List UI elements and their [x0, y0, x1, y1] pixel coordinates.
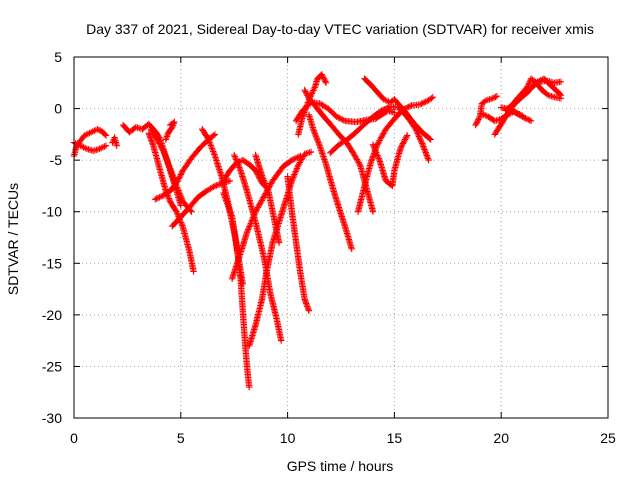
series-arc-03: [109, 134, 120, 149]
plot-frame: [73, 56, 609, 419]
y-tick-label: -20: [42, 307, 62, 323]
series-marks: [498, 104, 526, 119]
series-marks: [162, 118, 178, 143]
y-tick-label: 5: [54, 49, 62, 65]
series-marks: [510, 75, 565, 106]
series-arc-07: [162, 118, 178, 143]
y-tick-label: 0: [54, 101, 62, 117]
axis-ticks: 0 5 10 15 20 25 -30 -25 -20 -15 -10 -5 0 5: [42, 49, 616, 446]
x-axis-label: GPS time / hours: [287, 458, 394, 474]
chart-title: Day 337 of 2021, Sidereal Day-to-day VTE…: [86, 21, 594, 37]
x-tick-label: 10: [280, 430, 296, 446]
series-marks: [369, 132, 411, 190]
series-marks: [327, 103, 432, 164]
y-tick-label: -10: [42, 204, 62, 220]
data-points: [70, 71, 565, 391]
x-tick-label: 20: [493, 430, 509, 446]
x-tick-label: 25: [600, 430, 616, 446]
y-tick-label: -5: [50, 152, 63, 168]
series-arc-25: [369, 132, 411, 190]
x-tick-label: 5: [177, 430, 185, 446]
series-arc-11: [220, 189, 253, 391]
series-arc-31: [498, 104, 526, 119]
y-axis-label: SDTVAR / TECUs: [5, 183, 21, 295]
series-marks: [220, 189, 253, 391]
y-tick-label: -25: [42, 358, 62, 374]
series-arc-20: [305, 111, 355, 252]
series-arc-17: [284, 173, 313, 314]
series-arc-24: [327, 103, 432, 164]
y-tick-label: -30: [42, 410, 62, 426]
series-marks: [109, 134, 120, 149]
y-tick-label: -15: [42, 255, 62, 271]
x-tick-label: 0: [70, 430, 78, 446]
series-marks: [305, 111, 355, 252]
series-marks: [284, 173, 313, 314]
series-arc-30: [510, 75, 565, 106]
x-tick-label: 15: [387, 430, 403, 446]
